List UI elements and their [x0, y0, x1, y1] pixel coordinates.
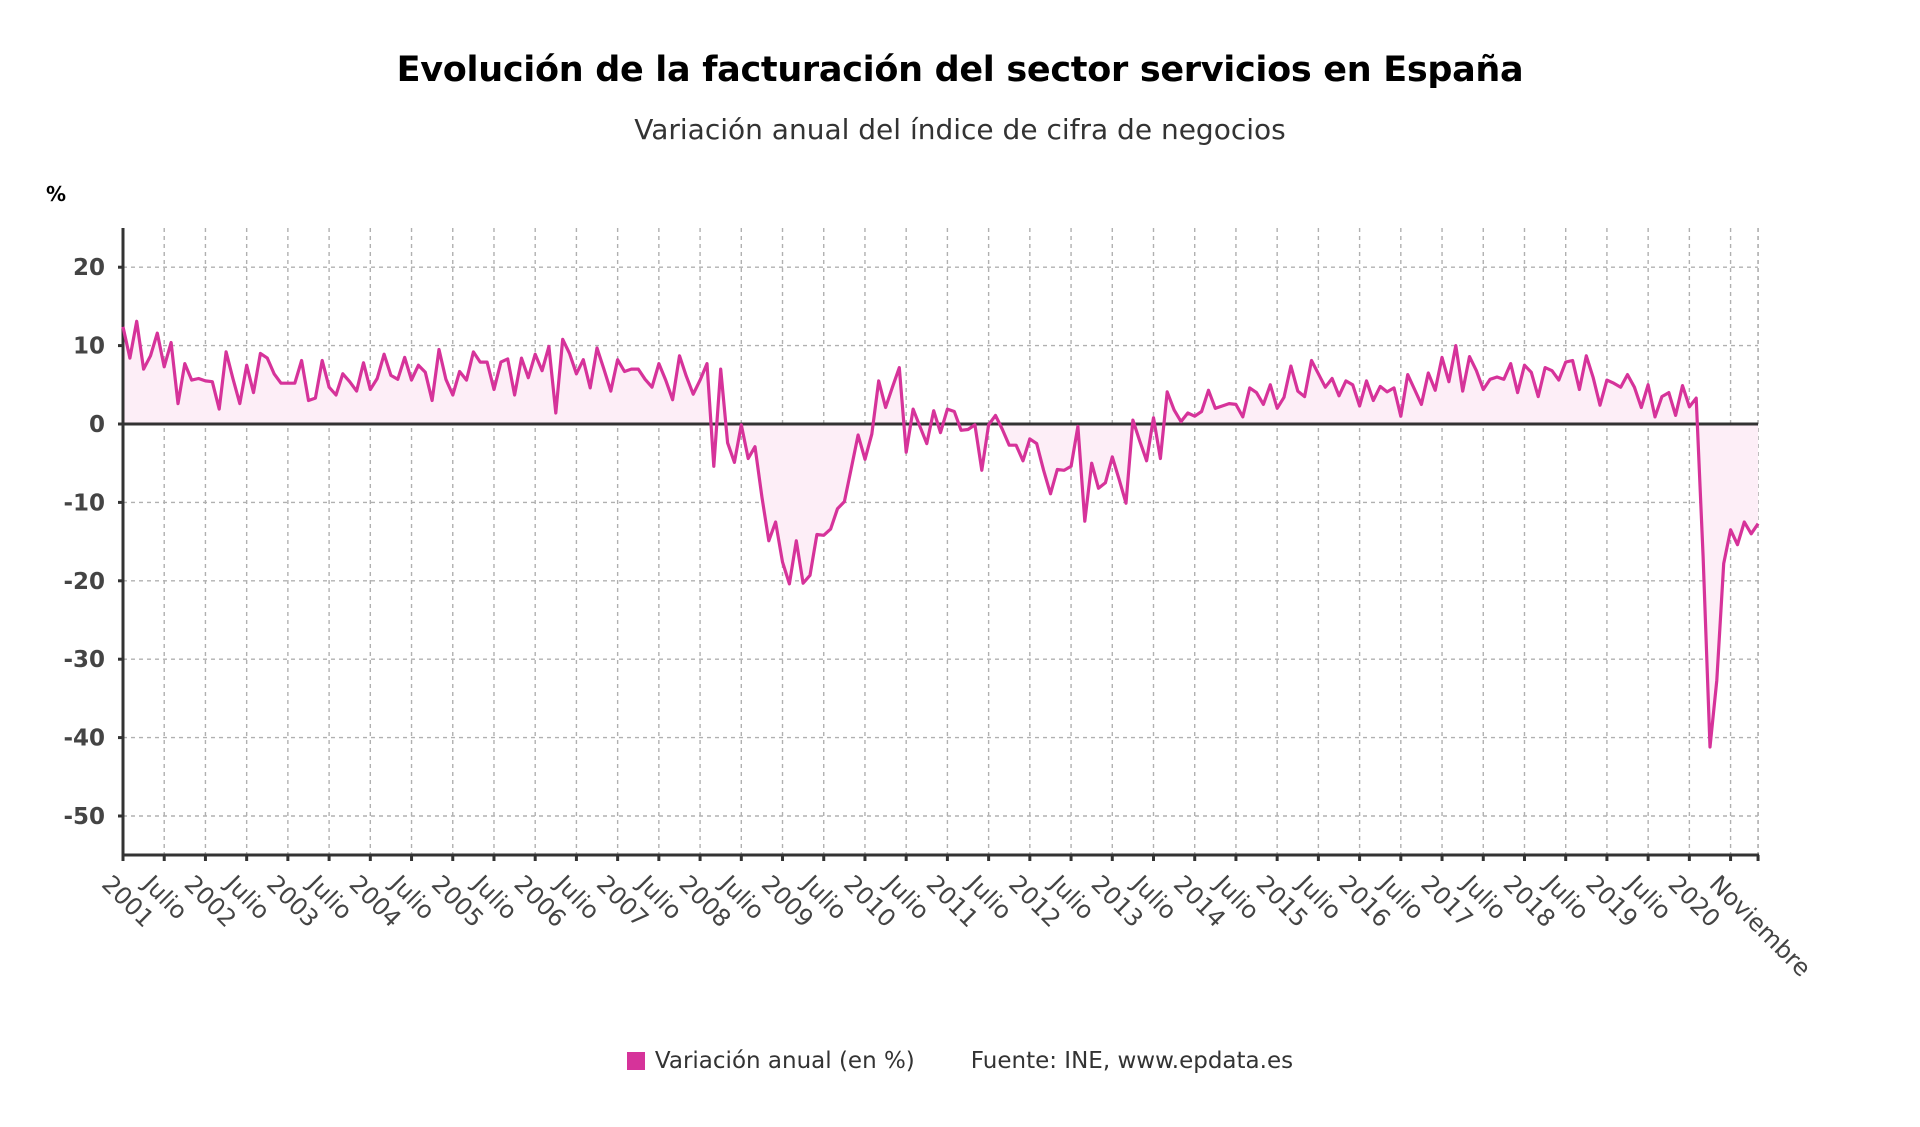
series-line: [121, 319, 1760, 749]
y-tick-label: 20: [73, 255, 105, 281]
legend: Variación anual (en %) Fuente: INE, www.…: [0, 1048, 1920, 1074]
y-tick-label: 10: [73, 334, 105, 360]
legend-label: Variación anual (en %): [654, 1048, 915, 1074]
y-tick-label: -20: [63, 569, 105, 595]
chart-title: Evolución de la facturación del sector s…: [396, 50, 1524, 90]
y-tick-label: 0: [89, 412, 105, 438]
series-line-group: [121, 319, 1760, 749]
x-tick-labels: 2001Julio2002Julio2003Julio2004Julio2005…: [96, 868, 1816, 982]
chart-subtitle: Variación anual del índice de cifra de n…: [634, 113, 1286, 146]
y-tick-label: -40: [63, 726, 105, 752]
y-tick-label: -50: [63, 804, 105, 830]
y-tick-labels: 20 10 0 -10 -20 -30 -40 -50: [63, 255, 105, 830]
source-note: Fuente: INE, www.epdata.es: [970, 1048, 1294, 1074]
y-axis-unit-label: %: [46, 182, 67, 206]
axes: [118, 228, 1760, 861]
legend-swatch: [626, 1052, 645, 1070]
grid-lines: [123, 228, 1759, 855]
legend-item: Variación anual (en %): [626, 1048, 915, 1074]
y-tick-label: -10: [63, 490, 105, 516]
x-tick-label: Noviembre: [1704, 870, 1816, 982]
y-tick-label: -30: [63, 647, 105, 673]
